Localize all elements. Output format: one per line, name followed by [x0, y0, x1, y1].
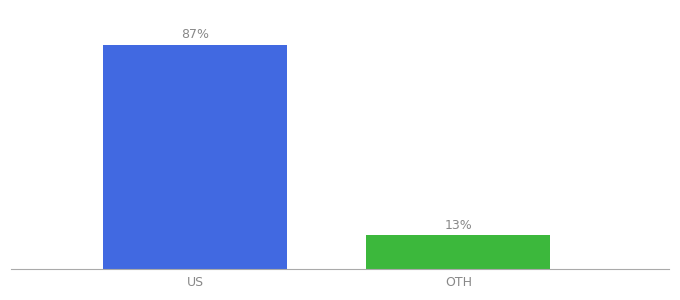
Text: 87%: 87% — [182, 28, 209, 41]
Bar — [103, 45, 288, 269]
Text: 13%: 13% — [445, 219, 473, 232]
Bar — [367, 236, 551, 269]
